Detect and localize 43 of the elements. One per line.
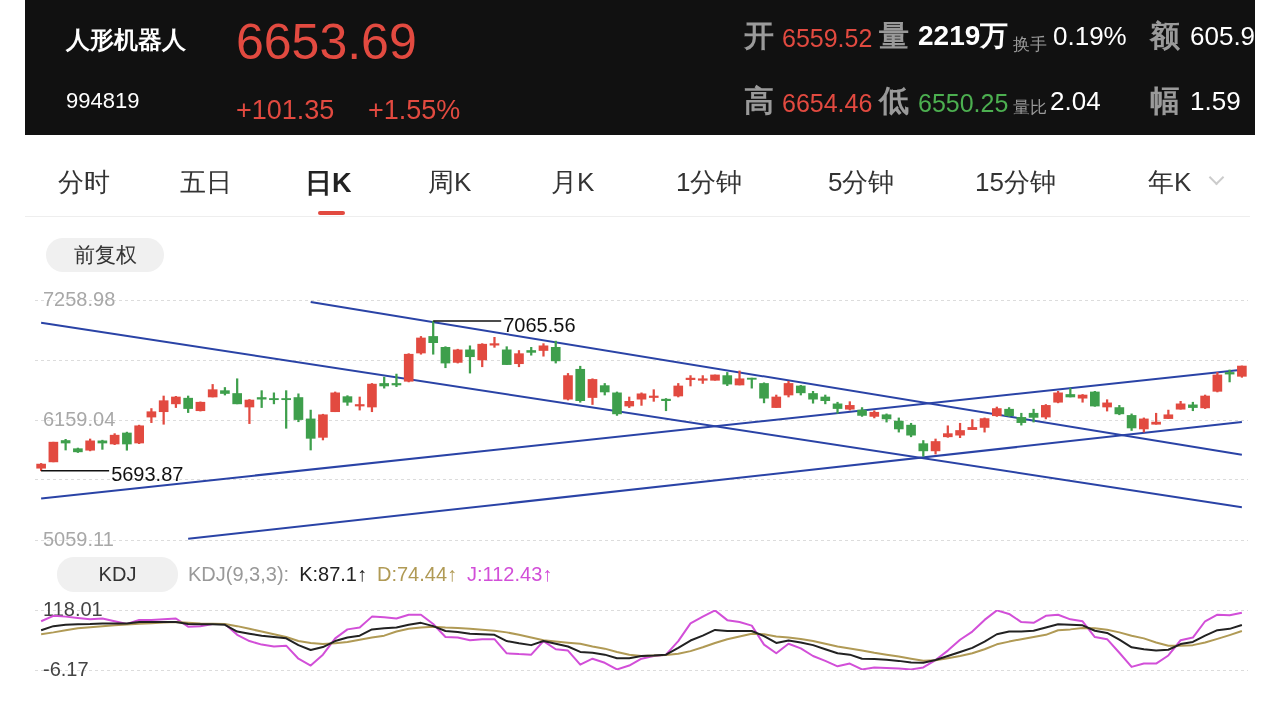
y-tick-label: 7258.98	[43, 287, 116, 310]
text: 低	[879, 83, 909, 119]
y-tick-label: 5059.11	[43, 527, 114, 550]
text: 分时	[58, 167, 110, 199]
text: K:87.1↑	[299, 563, 367, 585]
y-tick-label: 6159.04	[43, 407, 116, 430]
text: 五日	[180, 167, 232, 199]
text: 高	[744, 83, 774, 119]
text: 5分钟	[828, 167, 895, 199]
y-tick-label: -6.17	[43, 657, 89, 680]
chart-title: KDJ	[57, 557, 178, 592]
text: 6550.25	[918, 88, 1009, 118]
text: +1.55%	[368, 93, 461, 127]
text: D:74.44↑	[376, 563, 458, 585]
text: 前复权	[46, 238, 164, 272]
text: 年K	[1148, 167, 1192, 199]
text: 605.9	[1190, 21, 1256, 53]
text: 6559.52	[782, 23, 873, 53]
text: 额	[1150, 18, 1180, 54]
text: 量比	[1013, 97, 1047, 119]
text: 15分钟	[975, 167, 1056, 199]
text: 换手	[1013, 34, 1047, 56]
text: 6653.69	[236, 13, 417, 72]
text: 1.59	[1190, 86, 1241, 118]
annotation: 7065.56	[503, 313, 576, 336]
text: 幅	[1150, 83, 1180, 119]
text: 0.19%	[1053, 21, 1127, 53]
text: 周K	[428, 167, 472, 199]
text: 月K	[551, 167, 595, 199]
text: 6654.46	[782, 88, 873, 118]
legend-title: KDJ(9,3,3):	[188, 563, 290, 585]
text: 1分钟	[676, 167, 743, 199]
annotation: 5693.87	[111, 463, 184, 486]
text: 2219万	[918, 19, 1009, 53]
text: 日K	[305, 166, 352, 200]
text: +101.35	[236, 93, 335, 127]
text: 开	[744, 18, 774, 54]
y-tick-label: 118.01	[43, 597, 103, 620]
chart-subtitle: 994819	[66, 88, 140, 114]
text: 2.04	[1050, 86, 1101, 118]
chart-title: 人形机器人	[66, 26, 186, 54]
text: J:112.43↑	[467, 563, 553, 585]
text: 量	[879, 18, 909, 54]
